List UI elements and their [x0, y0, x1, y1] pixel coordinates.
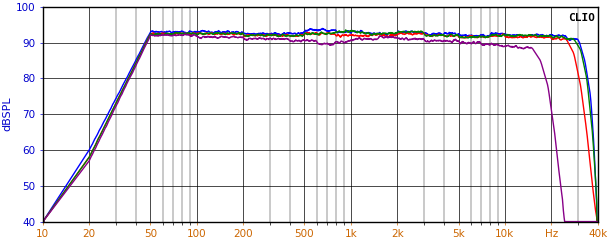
- Y-axis label: dBSPL: dBSPL: [3, 97, 13, 131]
- Text: CLIO: CLIO: [568, 13, 595, 23]
